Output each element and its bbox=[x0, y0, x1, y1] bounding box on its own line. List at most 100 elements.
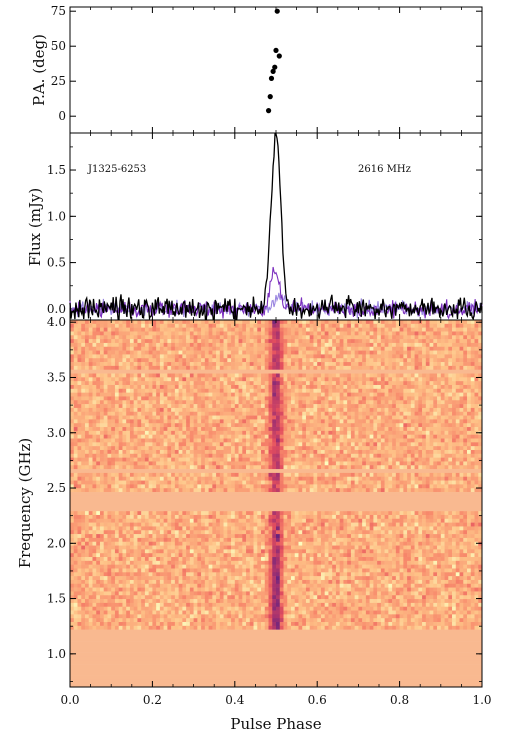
heatmap-cell bbox=[163, 442, 168, 447]
heatmap-cell bbox=[201, 476, 206, 481]
heatmap-cell bbox=[133, 358, 138, 363]
heatmap-cell bbox=[354, 373, 359, 378]
heatmap-cell bbox=[362, 446, 367, 451]
heatmap-cell bbox=[107, 335, 112, 340]
heatmap-cell bbox=[246, 339, 251, 344]
heatmap-cell bbox=[126, 339, 131, 344]
heatmap-cell bbox=[156, 434, 161, 439]
heatmap-cell bbox=[422, 449, 427, 455]
heatmap-cell bbox=[399, 465, 404, 470]
heatmap-cell bbox=[309, 373, 314, 378]
heatmap-cell bbox=[279, 392, 284, 397]
heatmap-cell bbox=[242, 362, 247, 367]
heatmap-cell bbox=[261, 354, 266, 359]
heatmap-cell bbox=[410, 434, 415, 439]
heatmap-cell bbox=[103, 354, 108, 359]
heatmap-cell bbox=[167, 339, 172, 344]
heatmap-cell bbox=[174, 511, 179, 516]
heatmap-cell bbox=[141, 396, 146, 401]
heatmap-cell bbox=[73, 442, 78, 447]
heatmap-cell bbox=[298, 430, 303, 435]
heatmap-cell bbox=[189, 381, 194, 386]
heatmap-cell bbox=[178, 427, 183, 432]
heatmap-cell bbox=[414, 427, 419, 432]
heatmap-cell bbox=[377, 381, 382, 386]
heatmap-cell bbox=[320, 339, 325, 344]
heatmap-cell bbox=[84, 396, 90, 401]
heatmap-cell bbox=[253, 331, 258, 336]
heatmap-cell bbox=[474, 404, 479, 409]
heatmap-cell bbox=[137, 430, 142, 435]
heatmap-cell bbox=[114, 472, 119, 478]
heatmap-cell bbox=[156, 419, 161, 424]
heatmap-cell bbox=[478, 465, 483, 470]
heatmap-cell bbox=[99, 446, 105, 451]
heatmap-cell bbox=[339, 396, 344, 401]
heatmap-cell bbox=[410, 396, 415, 401]
heatmap-cell bbox=[88, 407, 93, 413]
heatmap-cell bbox=[414, 465, 419, 470]
heatmap-cell bbox=[302, 415, 307, 420]
heatmap-cell bbox=[152, 335, 157, 340]
heatmap-cell bbox=[294, 446, 299, 451]
heatmap-cell bbox=[234, 484, 239, 489]
heatmap-cell bbox=[350, 384, 355, 390]
heatmap-cell bbox=[197, 453, 202, 458]
heatmap-cell bbox=[193, 415, 198, 420]
heatmap-cell bbox=[283, 423, 288, 428]
heatmap-cell bbox=[418, 384, 423, 390]
heatmap-cell bbox=[144, 362, 149, 367]
heatmap-cell bbox=[174, 430, 179, 435]
heatmap-cell bbox=[429, 511, 434, 516]
heatmap-cell bbox=[388, 323, 393, 328]
heatmap-cell bbox=[287, 415, 292, 420]
heatmap-cell bbox=[99, 488, 105, 493]
heatmap-cell bbox=[212, 327, 217, 332]
heatmap-cell bbox=[433, 373, 438, 378]
heatmap-cell bbox=[276, 438, 281, 443]
heatmap-cell bbox=[294, 373, 299, 378]
heatmap-cell bbox=[298, 411, 303, 416]
heatmap-cell bbox=[444, 423, 449, 428]
heatmap-cell bbox=[186, 404, 191, 409]
heatmap-cell bbox=[193, 465, 198, 470]
heatmap-cell bbox=[208, 327, 213, 332]
heatmap-cell bbox=[358, 342, 363, 348]
heatmap-cell bbox=[332, 384, 337, 390]
heatmap-cell bbox=[122, 476, 127, 481]
heatmap-cell bbox=[350, 511, 355, 516]
heatmap-cell bbox=[114, 396, 119, 401]
heatmap-cell bbox=[99, 346, 105, 351]
heatmap-cell bbox=[231, 331, 236, 336]
heatmap-cell bbox=[148, 377, 153, 382]
heatmap-cell bbox=[204, 472, 209, 478]
heatmap-cell bbox=[111, 327, 116, 332]
heatmap-cell bbox=[268, 339, 273, 344]
heatmap-cell bbox=[377, 377, 382, 382]
heatmap-cell bbox=[384, 461, 389, 466]
heatmap-cell bbox=[317, 484, 322, 489]
heatmap-cell bbox=[174, 373, 179, 378]
heatmap-cell bbox=[238, 320, 243, 325]
heatmap-cell bbox=[463, 350, 468, 355]
heatmap-cell bbox=[201, 377, 206, 382]
heatmap-cell bbox=[339, 381, 344, 386]
heatmap-cell bbox=[418, 423, 423, 428]
heatmap-cell bbox=[399, 381, 404, 386]
heatmap-cell bbox=[178, 465, 183, 470]
heatmap-cell bbox=[444, 327, 449, 332]
heatmap-cell bbox=[193, 400, 198, 405]
heatmap-cell bbox=[189, 358, 194, 363]
heatmap-cell bbox=[197, 419, 202, 424]
heatmap-cell bbox=[384, 511, 389, 516]
heatmap-cell bbox=[437, 327, 442, 332]
pa-points bbox=[265, 8, 282, 114]
heatmap-cell bbox=[392, 465, 397, 470]
heatmap-cell bbox=[395, 384, 400, 390]
heatmap-cell bbox=[343, 442, 348, 447]
heatmap-cell bbox=[392, 404, 397, 409]
heatmap-cell bbox=[171, 511, 176, 516]
heatmap-cell bbox=[362, 327, 367, 332]
heatmap-cell bbox=[452, 396, 457, 401]
heatmap-cell bbox=[433, 511, 438, 516]
